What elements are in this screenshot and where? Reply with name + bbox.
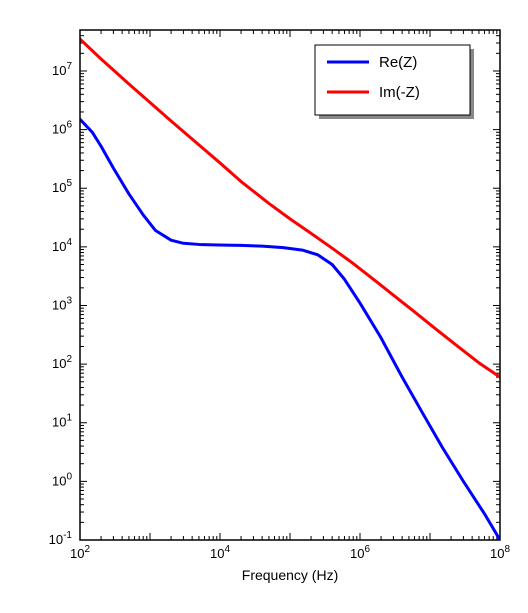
impedance-chart: 10210410610810-1100101102103104105106107…: [0, 0, 528, 613]
x-axis-label: Frequency (Hz): [242, 567, 338, 583]
legend-label: Re(Z): [379, 54, 417, 71]
chart-svg: 10210410610810-1100101102103104105106107…: [0, 0, 528, 613]
legend-label: Im(-Z): [379, 84, 420, 101]
